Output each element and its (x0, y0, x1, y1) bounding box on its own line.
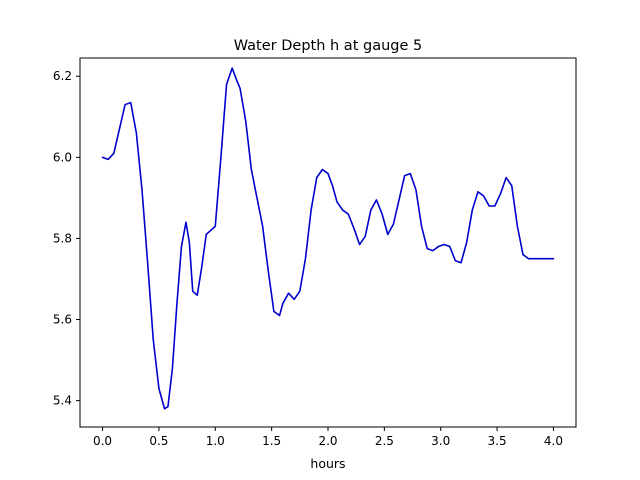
x-tick-label: 0.5 (149, 434, 168, 448)
x-tick-label: 1.5 (262, 434, 281, 448)
x-tick-label: 4.0 (544, 434, 563, 448)
x-tick-label: 2.0 (318, 434, 337, 448)
plot-area: 0.0 0.5 1.0 1.5 2.0 2.5 3.0 3.5 4.0 5.4 5.6 5.8 6.0 6… (53, 57, 577, 448)
y-tick-label: 6.2 (53, 69, 72, 83)
x-tick-label: 3.0 (431, 434, 450, 448)
x-tick-label: 0.0 (93, 434, 112, 448)
y-tick-label: 5.8 (53, 231, 72, 245)
y-tick-label: 5.4 (53, 394, 72, 408)
x-tick-label: 1.0 (206, 434, 225, 448)
x-tick-label: 2.5 (375, 434, 394, 448)
y-tick-label: 5.6 (53, 313, 72, 327)
y-tick-label: 6.0 (53, 150, 72, 164)
x-tick-label: 3.5 (488, 434, 507, 448)
chart-title: Water Depth h at gauge 5 (234, 38, 422, 54)
series-line-0 (101, 67, 555, 410)
x-axis-label: hours (310, 456, 345, 471)
